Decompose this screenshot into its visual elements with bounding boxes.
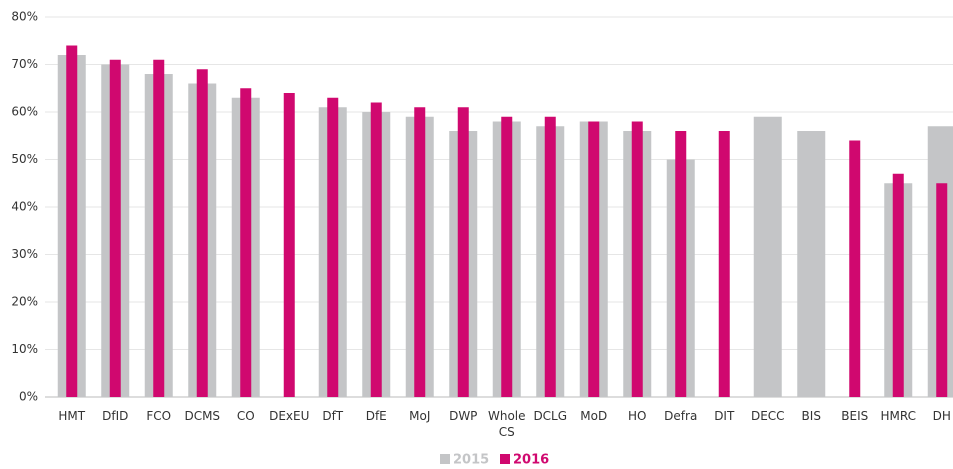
bar	[370, 102, 382, 397]
bar	[797, 131, 826, 397]
x-tick-label: MoD	[580, 409, 608, 423]
x-tick-label: DH	[932, 409, 951, 423]
bar	[457, 107, 469, 397]
y-tick-label: 30%	[11, 247, 38, 261]
x-tick-label: DWP	[449, 409, 478, 423]
y-tick-label: 70%	[11, 57, 38, 71]
bar	[718, 131, 730, 397]
x-tick-label: DfE	[365, 409, 387, 423]
x-tick-label: Whole CS	[487, 409, 526, 439]
legend-label: 2016	[513, 453, 549, 468]
x-tick-label: DExEU	[269, 409, 310, 423]
y-tick-label: 60%	[11, 105, 38, 119]
legend-swatch	[440, 454, 450, 464]
x-tick-label: DECC	[750, 409, 785, 423]
x-tick-label: DIT	[714, 409, 735, 423]
x-tick-label: Defra	[664, 409, 698, 423]
y-tick-label: 0%	[19, 390, 38, 404]
x-tick-label: HMT	[58, 409, 86, 423]
x-tick-label: HO	[628, 409, 647, 423]
bar	[327, 97, 339, 397]
bar	[936, 183, 948, 397]
x-tick-label: MoJ	[409, 409, 431, 423]
y-tick-label: 50%	[11, 152, 38, 166]
y-tick-label: 40%	[11, 200, 38, 214]
bar	[892, 173, 904, 397]
bar	[753, 116, 782, 397]
bar	[675, 131, 687, 397]
bar	[414, 107, 426, 397]
bar	[544, 116, 556, 397]
bar	[849, 140, 861, 397]
bar	[240, 88, 252, 397]
bar	[631, 121, 643, 397]
x-tick-label: DfT	[322, 409, 344, 423]
y-tick-label: 80%	[11, 10, 38, 24]
x-tick-label: FCO	[146, 409, 172, 423]
bar	[153, 59, 165, 397]
legend-label: 2015	[453, 453, 489, 468]
legend-swatch	[500, 454, 510, 464]
x-tick-label: DCLG	[533, 409, 568, 423]
bar	[109, 59, 121, 397]
y-tick-label: 20%	[11, 295, 38, 309]
bar	[196, 69, 208, 397]
bar	[66, 45, 78, 397]
x-tick-label: DfID	[102, 409, 129, 423]
x-tick-label: HMRC	[880, 409, 917, 423]
x-tick-label: BEIS	[841, 409, 869, 423]
bar	[283, 93, 295, 397]
x-tick-label: CO	[236, 409, 255, 423]
x-tick-label: DCMS	[184, 409, 221, 423]
y-tick-label: 10%	[11, 342, 38, 356]
bar	[501, 116, 513, 397]
bar	[588, 121, 600, 397]
x-tick-label: BIS	[801, 409, 821, 423]
